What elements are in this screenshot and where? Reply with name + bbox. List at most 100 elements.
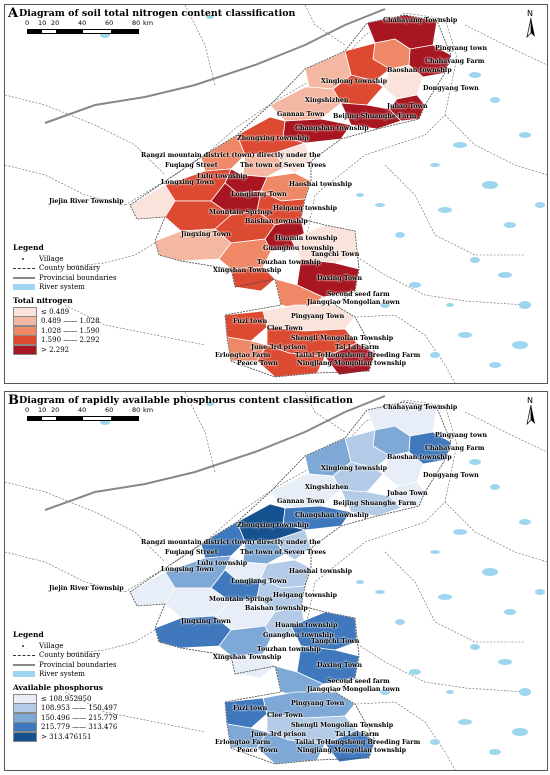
county-boundary-line [464, 411, 547, 453]
county-boundary-line [444, 114, 547, 176]
place-label: Peace Town [237, 360, 278, 367]
class-swatch [13, 344, 37, 355]
river-symbol [13, 284, 35, 291]
river-patch [519, 301, 531, 309]
river-patch [482, 568, 498, 576]
county-boundary-line [464, 24, 547, 66]
place-label: Gannan Town [277, 111, 325, 118]
river-patch [535, 589, 545, 595]
place-label: The town of Seven Trees [240, 549, 326, 556]
legend-village: Village [39, 254, 64, 263]
township-region [224, 310, 268, 342]
river-patch [438, 207, 452, 213]
scale-tick: 80 [132, 406, 141, 414]
legend-provincial-boundaries: Provincial boundaries [39, 273, 117, 282]
provincial-boundary-symbol [13, 661, 35, 669]
class-label: 0.489 —— 1.028 [41, 317, 100, 326]
legend-river-system: River system [39, 283, 85, 292]
place-label: Beijing Shuanghe Farm [333, 500, 417, 507]
river-patch [356, 580, 364, 584]
river-patch [458, 332, 472, 338]
place-label: Jingxing Town [181, 231, 231, 238]
river-patch [482, 181, 498, 189]
scale-bar-b: 0 10 20 40 60 80 km [25, 406, 154, 428]
township-region [274, 142, 312, 174]
legend-variable-title: Available phosphorus [13, 683, 104, 692]
place-label: Touzhan township [257, 646, 321, 653]
class-swatch [13, 306, 37, 317]
river-patch [469, 459, 481, 465]
county-boundary-line [64, 304, 206, 346]
place-label: Clee Town [267, 712, 303, 719]
township-region [242, 539, 286, 565]
place-label: Jiangqiao Mongolian town [307, 686, 400, 693]
river-patch [446, 690, 454, 694]
scale-unit: km [143, 406, 154, 414]
place-label: Mountain Springs [209, 209, 273, 216]
place-label: Jubao Town [387, 103, 428, 110]
place-label: Jiangqiao Mongolian town [307, 299, 400, 306]
township-region [224, 697, 268, 729]
place-label: Guanghou township [263, 632, 334, 639]
county-boundary-symbol [13, 264, 35, 272]
legend-heading: Legend [13, 243, 44, 252]
township-region [242, 152, 286, 178]
river-patch [409, 282, 421, 288]
class-label: 150.496 —— 215.779 [41, 713, 118, 722]
class-label: 108.953 —— 150.497 [41, 704, 118, 713]
study-area-outline [129, 14, 452, 378]
class-swatch [13, 325, 37, 336]
place-label: Longjiang Town [231, 191, 287, 198]
river-patch [469, 72, 481, 78]
place-label: Chahayang Farm [425, 445, 485, 452]
river-patch [504, 222, 516, 228]
legend-heading: Legend [13, 630, 44, 639]
county-boundary-line [64, 629, 156, 655]
provincial-boundary-line [44, 395, 386, 511]
study-area-outline [129, 401, 452, 765]
class-label: 1.590 —— 2.292 [41, 336, 100, 345]
place-label: Huamin township [275, 235, 338, 242]
class-label: 1.028 —— 1.590 [41, 326, 100, 335]
class-label: > 313.476151 [41, 732, 92, 741]
scale-tick: 60 [105, 406, 114, 414]
place-label: Jiejin River Township [49, 585, 124, 592]
place-label: Tangchi Town [311, 251, 360, 258]
river-patch [470, 257, 480, 263]
legend-river-system: River system [39, 670, 85, 679]
river-patch [409, 669, 421, 675]
scale-tick: 40 [78, 406, 87, 414]
place-label: Shengli Mongolian Township [291, 335, 394, 342]
place-label: Baoshan township [387, 454, 452, 461]
place-label: Fuqiang Street [165, 549, 218, 556]
county-boundary-line [184, 392, 216, 473]
river-patch [458, 719, 472, 725]
class-swatch [13, 703, 37, 714]
county-boundary-line [384, 551, 525, 643]
river-symbol [13, 671, 35, 678]
county-boundary-line [5, 551, 126, 593]
place-label: Lulu township [197, 560, 248, 567]
map-canvas-b [5, 392, 547, 770]
river-patch [489, 362, 501, 368]
county-boundary-line [124, 399, 458, 633]
river-patch [395, 619, 405, 625]
river-patch [498, 272, 512, 278]
legend-county-boundary: County boundary [39, 264, 101, 273]
river-patch [512, 341, 528, 349]
north-arrow-b: N [521, 396, 541, 426]
north-label: N [527, 396, 533, 405]
place-label: Zhongxing township [237, 522, 309, 529]
class-swatch [13, 316, 37, 327]
river-patch [356, 193, 364, 197]
scale-tick: 10 [38, 406, 47, 414]
township-region [274, 529, 312, 561]
river-patch [380, 689, 390, 695]
place-label: Tailai Town [295, 352, 335, 359]
map-title-b: Diagram of rapidly available phosphorus … [19, 395, 353, 406]
map-title-a: Diagram of soil total nitrogen content c… [19, 8, 296, 19]
place-label: Shengli Mongolian Township [291, 722, 394, 729]
river-patch [489, 749, 501, 755]
place-label: Longsing Town [161, 566, 214, 573]
scale-tick: 20 [51, 19, 60, 27]
